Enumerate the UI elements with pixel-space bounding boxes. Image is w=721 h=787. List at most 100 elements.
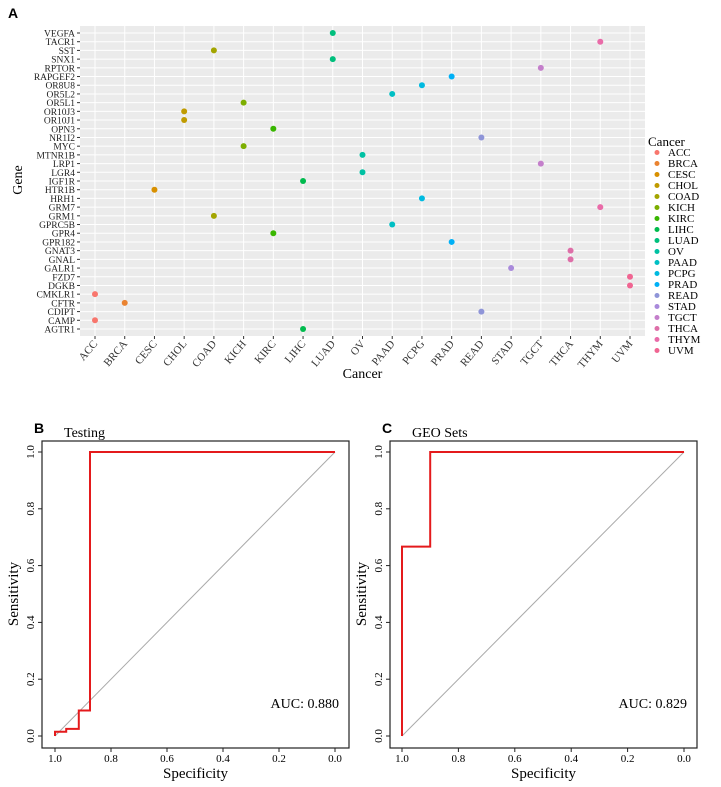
data-point-hrh1 (418, 195, 425, 202)
legend-marker-tgct (654, 315, 660, 320)
data-point-lrp1 (537, 160, 544, 167)
y-tick-label: AGTR1 (44, 326, 75, 336)
legend-marker-brca (654, 161, 660, 166)
y-tick-label: 1.0 (25, 445, 37, 459)
y-tick-label: OR5L2 (47, 90, 76, 100)
data-point-htr1b (151, 186, 158, 193)
legend-label-kirc: KIRC (668, 213, 694, 225)
legend-marker-uvm (654, 348, 660, 353)
y-tick-label: 0.2 (373, 672, 385, 686)
plot-border-b (41, 440, 350, 749)
x-tick-label: 0.4 (564, 753, 578, 765)
x-tick-label: COAD (190, 338, 219, 370)
panel-title-c: GEO Sets (412, 426, 468, 441)
legend-label-ov: OV (668, 246, 684, 258)
x-tick-label: KIRC (253, 338, 279, 366)
y-tick-label: CFTR (51, 299, 75, 309)
x-tick-label: BRCA (102, 338, 130, 369)
y-tick-label: HRH1 (50, 195, 75, 205)
legend-marker-luad (654, 238, 660, 243)
x-tick-label: CESC (133, 338, 160, 367)
legend-marker-lihc (654, 227, 660, 232)
x-tick-label: 0.8 (104, 753, 118, 765)
y-tick-label: 0.8 (25, 501, 37, 515)
legend-marker-coad (654, 194, 660, 199)
data-point-fzd7 (627, 273, 633, 280)
y-tick-label: DGKB (48, 282, 75, 292)
data-point-grm1 (210, 212, 217, 219)
roc-curve (401, 451, 684, 736)
x-tick-label: KICH (222, 338, 249, 366)
legend-label-stad: STAD (668, 301, 696, 313)
x-axis-title-a: Cancer (343, 367, 383, 382)
x-tick-label: 0.6 (508, 753, 522, 765)
data-point-gnat3 (567, 247, 574, 254)
y-axis-title-b: Sensitivity (6, 561, 22, 626)
data-point-mtnr1b (359, 151, 366, 158)
data-point-snx1 (329, 56, 336, 63)
legend-label-coad: COAD (668, 191, 699, 203)
y-tick-label: SST (59, 47, 76, 57)
y-tick-label: 0.8 (373, 501, 385, 515)
diagonal-reference-line (401, 451, 685, 737)
legend-marker-cesc (654, 172, 660, 177)
data-point-myc (240, 143, 247, 150)
legend-marker-thym (654, 337, 660, 342)
legend-marker-read (654, 293, 660, 298)
y-tick-label: GALR1 (44, 265, 75, 275)
x-tick-label: 0.6 (160, 753, 174, 765)
x-tick-label: 0.2 (621, 753, 635, 765)
legend-title: Cancer (648, 134, 685, 149)
y-tick-label: 1.0 (373, 445, 385, 459)
y-tick-label: OPN3 (51, 125, 75, 135)
x-tick-label: OV (348, 338, 367, 358)
x-tick-label: LIHC (283, 338, 309, 365)
y-tick-label: OR10J1 (44, 117, 75, 127)
x-tick-label: 0.0 (328, 753, 342, 765)
data-point-sst (210, 47, 217, 54)
legend-label-chol: CHOL (668, 180, 698, 192)
auc-annotation-c: AUC: 0.829 (619, 697, 687, 712)
legend-label-brca: BRCA (668, 158, 698, 170)
panel-label-b: B (34, 420, 44, 436)
y-tick-label: IGF1R (49, 178, 76, 188)
y-tick-label: CDIPT (48, 308, 76, 318)
data-point-lgr4 (359, 169, 366, 176)
legend-marker-kirc (654, 216, 660, 221)
y-tick-label: OR10J3 (44, 108, 75, 118)
x-tick-label: 0.0 (677, 753, 691, 765)
legend-label-lihc: LIHC (668, 224, 694, 236)
y-axis-title-c: Sensitivity (354, 561, 370, 626)
y-tick-label: LRP1 (53, 160, 75, 170)
y-tick-label: TACR1 (46, 38, 76, 48)
data-point-gprc5b (389, 221, 396, 228)
legend-marker-paad (654, 260, 660, 265)
x-tick-label: 0.8 (452, 753, 466, 765)
y-tick-label: FZD7 (52, 273, 75, 283)
x-axis-title-c: Specificity (511, 766, 576, 782)
data-point-igf1r (300, 178, 307, 184)
y-tick-label: 0.4 (25, 615, 37, 629)
y-tick-label: 0.4 (373, 615, 385, 629)
data-point-gpr4 (270, 230, 277, 237)
x-tick-label: CHOL (161, 338, 190, 369)
x-tick-label: PRAD (429, 338, 457, 368)
legend-marker-kich (654, 205, 660, 210)
y-tick-label: CAMP (48, 317, 75, 327)
legend-marker-acc (654, 150, 660, 155)
panel-label-c: C (382, 420, 392, 436)
y-tick-label: GRM1 (49, 212, 76, 222)
legend-marker-stad (654, 304, 660, 309)
data-point-or8u8 (418, 82, 425, 89)
y-tick-label: SNX1 (51, 56, 75, 66)
data-point-cftr (121, 299, 128, 306)
x-tick-label: LUAD (309, 338, 338, 369)
x-tick-label: 1.0 (48, 753, 62, 765)
data-point-nr1i2 (478, 134, 485, 141)
data-point-gnal (567, 256, 574, 263)
y-tick-label: RAPGEF2 (34, 73, 75, 83)
roc-curve (54, 451, 335, 736)
legend-label-kich: KICH (668, 202, 695, 214)
data-point-agtr1 (300, 326, 307, 332)
